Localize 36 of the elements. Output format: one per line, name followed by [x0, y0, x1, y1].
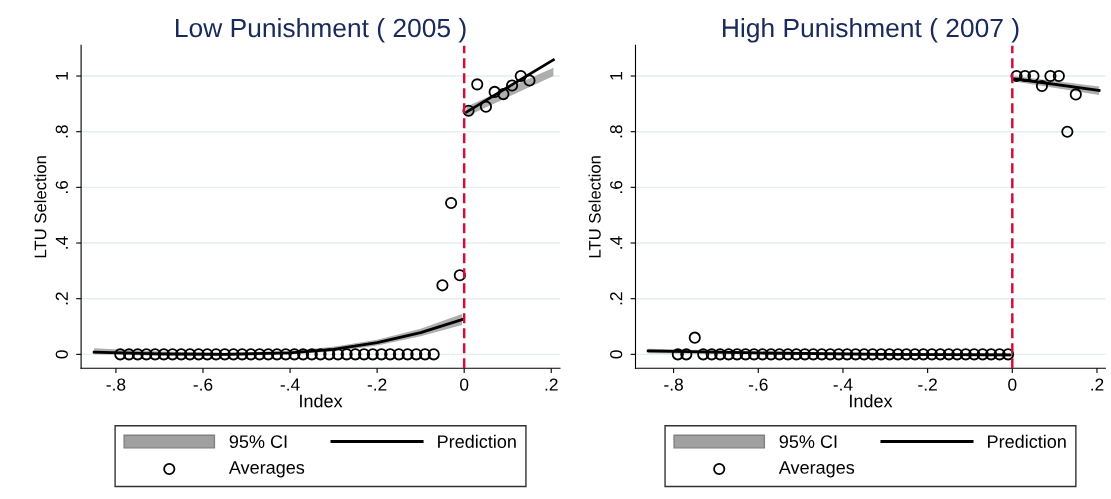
y-tick-label: 1	[610, 72, 623, 80]
x-tick-label: -.6	[193, 378, 213, 391]
legend-label: Prediction	[988, 434, 1066, 449]
x-axis-title: Index	[850, 394, 893, 408]
y-tick-label: .8	[55, 125, 68, 138]
y-axis-title: LTU Selection	[34, 156, 47, 258]
text: 95% CI	[779, 435, 837, 449]
x-axis-title: Index	[300, 394, 343, 408]
chart-title: Low Punishment ( 2005 )	[176, 17, 466, 43]
x-tick-label: -.4	[833, 378, 853, 391]
y-tick-label: .6	[610, 180, 623, 194]
x-tick-label: -.8	[664, 378, 683, 391]
x-tick-label: 0	[460, 378, 469, 391]
x-tick-label: 0	[1008, 378, 1017, 391]
x-tick-label: -.6	[748, 378, 768, 391]
chart-title: High Punishment ( 2007 )	[723, 17, 1019, 43]
y-tick-label: .2	[610, 292, 623, 305]
x-tick-label: -.2	[918, 378, 937, 391]
y-tick-label: 0	[55, 350, 68, 359]
text: 95% CI	[229, 435, 287, 449]
y-tick-label: 0	[610, 350, 623, 359]
x-tick-label: -.8	[106, 378, 126, 391]
y-tick-label: .2	[55, 292, 68, 305]
text: Averages	[228, 461, 305, 478]
x-tick-label: -.4	[280, 378, 300, 391]
legend-label: Prediction	[438, 434, 516, 449]
y-tick-label: .8	[610, 125, 623, 138]
text: Averages	[778, 461, 855, 478]
y-tick-label: 1	[55, 72, 68, 80]
y-axis-title: LTU Selection	[588, 156, 601, 258]
x-tick-label: .2	[1091, 378, 1104, 391]
y-tick-label: .6	[55, 180, 68, 194]
y-tick-label: .4	[55, 236, 68, 249]
x-tick-label: -.2	[367, 378, 387, 391]
y-tick-label: .4	[610, 236, 623, 249]
x-tick-label: .2	[545, 378, 558, 391]
